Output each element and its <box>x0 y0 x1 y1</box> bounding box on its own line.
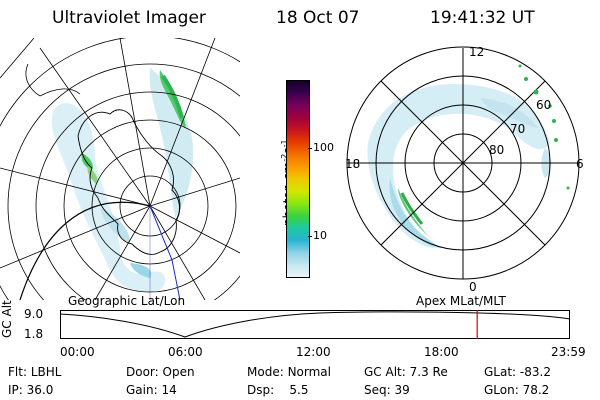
longitude-grid <box>0 38 240 300</box>
orbit-track <box>149 205 181 300</box>
time-tick-0000: 00:00 <box>60 345 95 359</box>
colorbar-tick-100: 100 <box>313 141 334 154</box>
header-date: 18 Oct 07 <box>276 8 360 28</box>
altitude-tick-high: 9.0 <box>24 307 44 321</box>
right-map-label: Apex MLat/MLT <box>416 294 506 308</box>
mlat-label-60: 60 <box>536 98 552 112</box>
colorbar-tick-10: 10 <box>313 229 327 242</box>
time-tick-1200: 12:00 <box>296 345 331 359</box>
coastline <box>77 109 180 255</box>
mlt-label-0: 0 <box>469 280 477 294</box>
mlat-label-70: 70 <box>510 122 526 136</box>
aurora-emission-left <box>51 68 194 292</box>
mlt-label-18: 18 <box>345 157 361 171</box>
filter-status: Flt: LBHL <box>8 365 62 379</box>
left-map-label: Geographic Lat/Lon <box>68 294 186 308</box>
altitude-strip <box>59 310 571 339</box>
mlat-label-80: 80 <box>489 143 505 157</box>
time-tick-2359: 23:59 <box>551 345 586 359</box>
apex-polar-plot <box>346 46 580 280</box>
aurora-emission-right <box>367 83 552 248</box>
dayside-points <box>518 64 570 190</box>
glat-status: GLat: -83.2 <box>484 365 551 379</box>
time-tick-1800: 18:00 <box>424 345 459 359</box>
time-tick-0600: 06:00 <box>168 345 203 359</box>
header-time: 19:41:32 UT <box>430 8 535 28</box>
colorbar <box>286 80 310 278</box>
sequence-status: Seq: 39 <box>364 383 410 397</box>
mlt-lines <box>347 48 579 279</box>
ip-status: IP: 36.0 <box>8 383 54 397</box>
app-title: Ultraviolet Imager <box>52 8 206 28</box>
altitude-axis-label: GC Alt <box>0 300 14 338</box>
altitude-curve <box>59 311 571 338</box>
dsp-status: Dsp: 5.5 <box>247 383 309 397</box>
gc-altitude-status: GC Alt: 7.3 Re <box>364 365 448 379</box>
door-status: Door: Open <box>126 365 195 379</box>
plot-border <box>346 46 580 280</box>
mode-status: Mode: Normal <box>247 365 331 379</box>
altitude-tick-low: 1.8 <box>24 327 44 341</box>
gain-status: Gain: 14 <box>126 383 177 397</box>
glon-status: GLon: 78.2 <box>484 383 550 397</box>
mlt-label-6: 6 <box>576 157 584 171</box>
geographic-map <box>0 37 240 300</box>
mlt-label-12: 12 <box>469 45 485 59</box>
